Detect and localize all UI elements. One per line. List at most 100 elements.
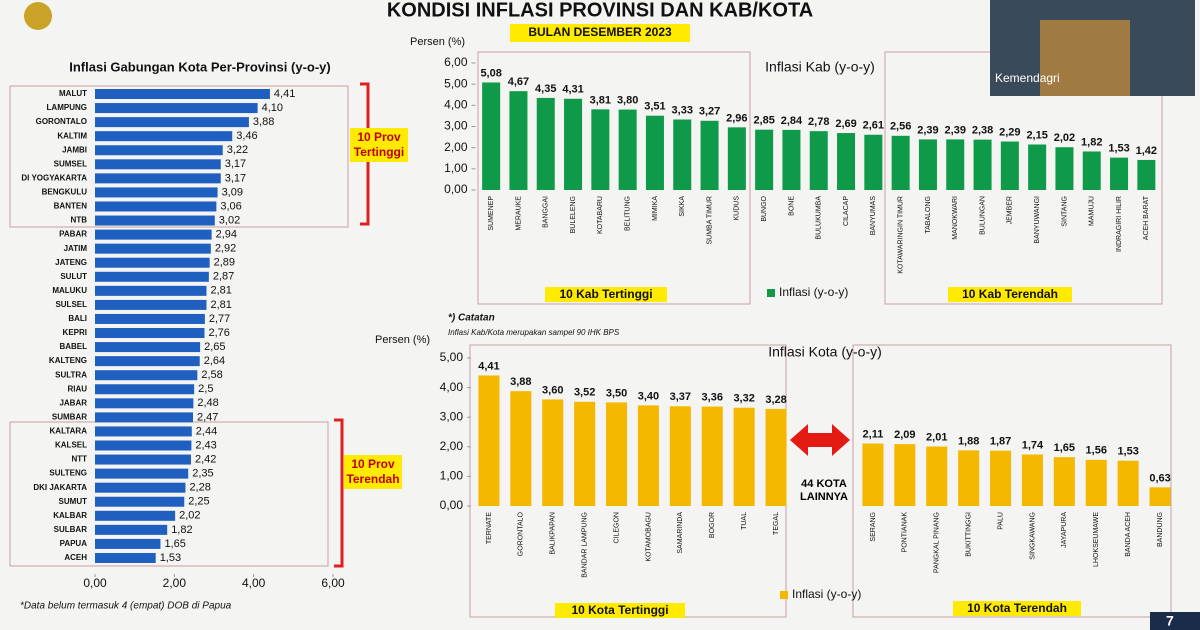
y-tick-label: SULSEL [55, 300, 87, 309]
y-tick-label: LAMPUNG [47, 103, 87, 112]
value-label: 4,31 [562, 84, 583, 96]
value-label: 3,27 [699, 106, 720, 118]
page-badge [1150, 612, 1200, 630]
y-tick-label: 3,00 [440, 409, 464, 423]
y-tick-label: SUMBAR [52, 412, 87, 421]
bar [95, 524, 168, 535]
bar [591, 109, 610, 190]
chart-title: Inflasi Kab (y-o-y) [765, 59, 875, 75]
value-label: 2,25 [188, 496, 209, 508]
value-label: 3,02 [219, 214, 240, 226]
value-label: 2,84 [781, 115, 803, 127]
bar [1110, 157, 1129, 190]
value-label: 4,41 [478, 360, 499, 372]
subtitle-bg [510, 24, 690, 42]
x-tick-label: 6,00 [321, 576, 345, 590]
y-tick-label: JATENG [55, 258, 87, 267]
x-tick-label: BANYUWANGI [1034, 196, 1041, 244]
value-label: 4,10 [262, 102, 283, 114]
value-label: 3,17 [225, 172, 246, 184]
y-tick-label: 5,00 [444, 76, 468, 90]
x-tick-label: BANYUMAS [870, 196, 877, 236]
bar [95, 468, 189, 479]
bar [574, 401, 596, 506]
x-tick-label: GORONTALO [518, 511, 525, 556]
x-tick-label: JAYAPURA [1061, 512, 1068, 548]
bar [95, 131, 233, 142]
x-tick-label: SINTANG [1061, 196, 1068, 227]
bar [95, 285, 207, 296]
page-subtitle: BULAN DESEMBER 2023 [528, 25, 672, 39]
bar [95, 482, 186, 493]
bar [755, 129, 774, 190]
y-tick-label: SULTRA [55, 370, 87, 379]
bar [1085, 459, 1107, 506]
bar [1000, 141, 1019, 190]
value-label: 2,81 [210, 285, 231, 297]
x-tick-label: PALU [997, 512, 1004, 530]
y-tick-label: BANTEN [54, 202, 88, 211]
y-tick-label: BABEL [59, 342, 87, 351]
y-tick-label: PAPUA [60, 539, 88, 548]
y-tick-label: JABAR [59, 398, 87, 407]
value-label: 2,01 [926, 431, 947, 443]
value-label: 2,78 [808, 116, 829, 128]
bar [95, 173, 221, 184]
x-tick-label: KOTABARU [597, 196, 604, 234]
value-label: 1,88 [958, 435, 979, 447]
value-label: 3,09 [222, 186, 243, 198]
bar [564, 98, 583, 190]
y-tick-label: SULUT [60, 272, 87, 281]
chart-title: Inflasi Gabungan Kota Per-Provinsi (y-o-… [69, 59, 330, 74]
bar [918, 139, 937, 190]
value-label: 3,37 [670, 391, 691, 403]
bar [891, 135, 910, 190]
bar [482, 82, 501, 190]
chart-title: Inflasi Kota (y-o-y) [768, 344, 882, 360]
y-tick-label: SULTENG [49, 469, 87, 478]
emblem [24, 2, 52, 30]
video-person [1040, 20, 1130, 96]
y-tick-label: GORONTALO [36, 117, 87, 126]
value-label: 2,09 [894, 429, 915, 441]
value-label: 3,60 [542, 384, 563, 396]
value-label: 1,65 [1054, 442, 1075, 454]
y-tick-label: ACEH [64, 553, 87, 562]
bar [95, 229, 212, 240]
y-tick-label: BENGKULU [42, 188, 88, 197]
double-arrow [790, 424, 850, 456]
x-tick-label: BANGGAI [543, 196, 550, 228]
y-tick-label: MALUKU [52, 286, 87, 295]
bar [95, 215, 215, 226]
y-tick-label: 2,00 [440, 439, 464, 453]
bar [95, 159, 221, 170]
y-tick-label: RIAU [67, 384, 87, 393]
x-tick-label: CILEGON [613, 512, 620, 544]
y-tick-label: 1,00 [444, 161, 468, 175]
x-tick-label: MIMIKA [652, 196, 659, 221]
value-label: 1,42 [1136, 145, 1157, 157]
annotation: 10 Kota Terendah [953, 601, 1081, 616]
legend-label: Inflasi (y-o-y) [779, 285, 848, 299]
value-label: 2,94 [216, 229, 237, 241]
bar [782, 129, 801, 190]
bar [1137, 159, 1156, 190]
x-tick-label: 2,00 [163, 576, 187, 590]
value-label: 2,5 [198, 383, 213, 395]
value-label: 2,35 [192, 468, 213, 480]
value-label: 2,85 [753, 115, 774, 127]
annotation: 10 Prov Terendah [344, 455, 402, 489]
bar [95, 299, 207, 310]
y-tick-label: MALUT [59, 89, 87, 98]
x-tick-label: TUAL [741, 512, 748, 530]
x-tick-label: SUMBA TIMUR [706, 196, 713, 245]
video-label: Kemendagri [995, 71, 1060, 85]
footnote: *Data belum termasuk 4 (empat) DOB di Pa… [20, 601, 232, 612]
bar [990, 450, 1012, 506]
x-tick-label: MERAUKE [515, 196, 522, 231]
value-label: 2,64 [204, 355, 225, 367]
bar [926, 446, 948, 506]
x-tick-label: TERNATE [486, 512, 493, 544]
value-label: 2,42 [195, 453, 216, 465]
